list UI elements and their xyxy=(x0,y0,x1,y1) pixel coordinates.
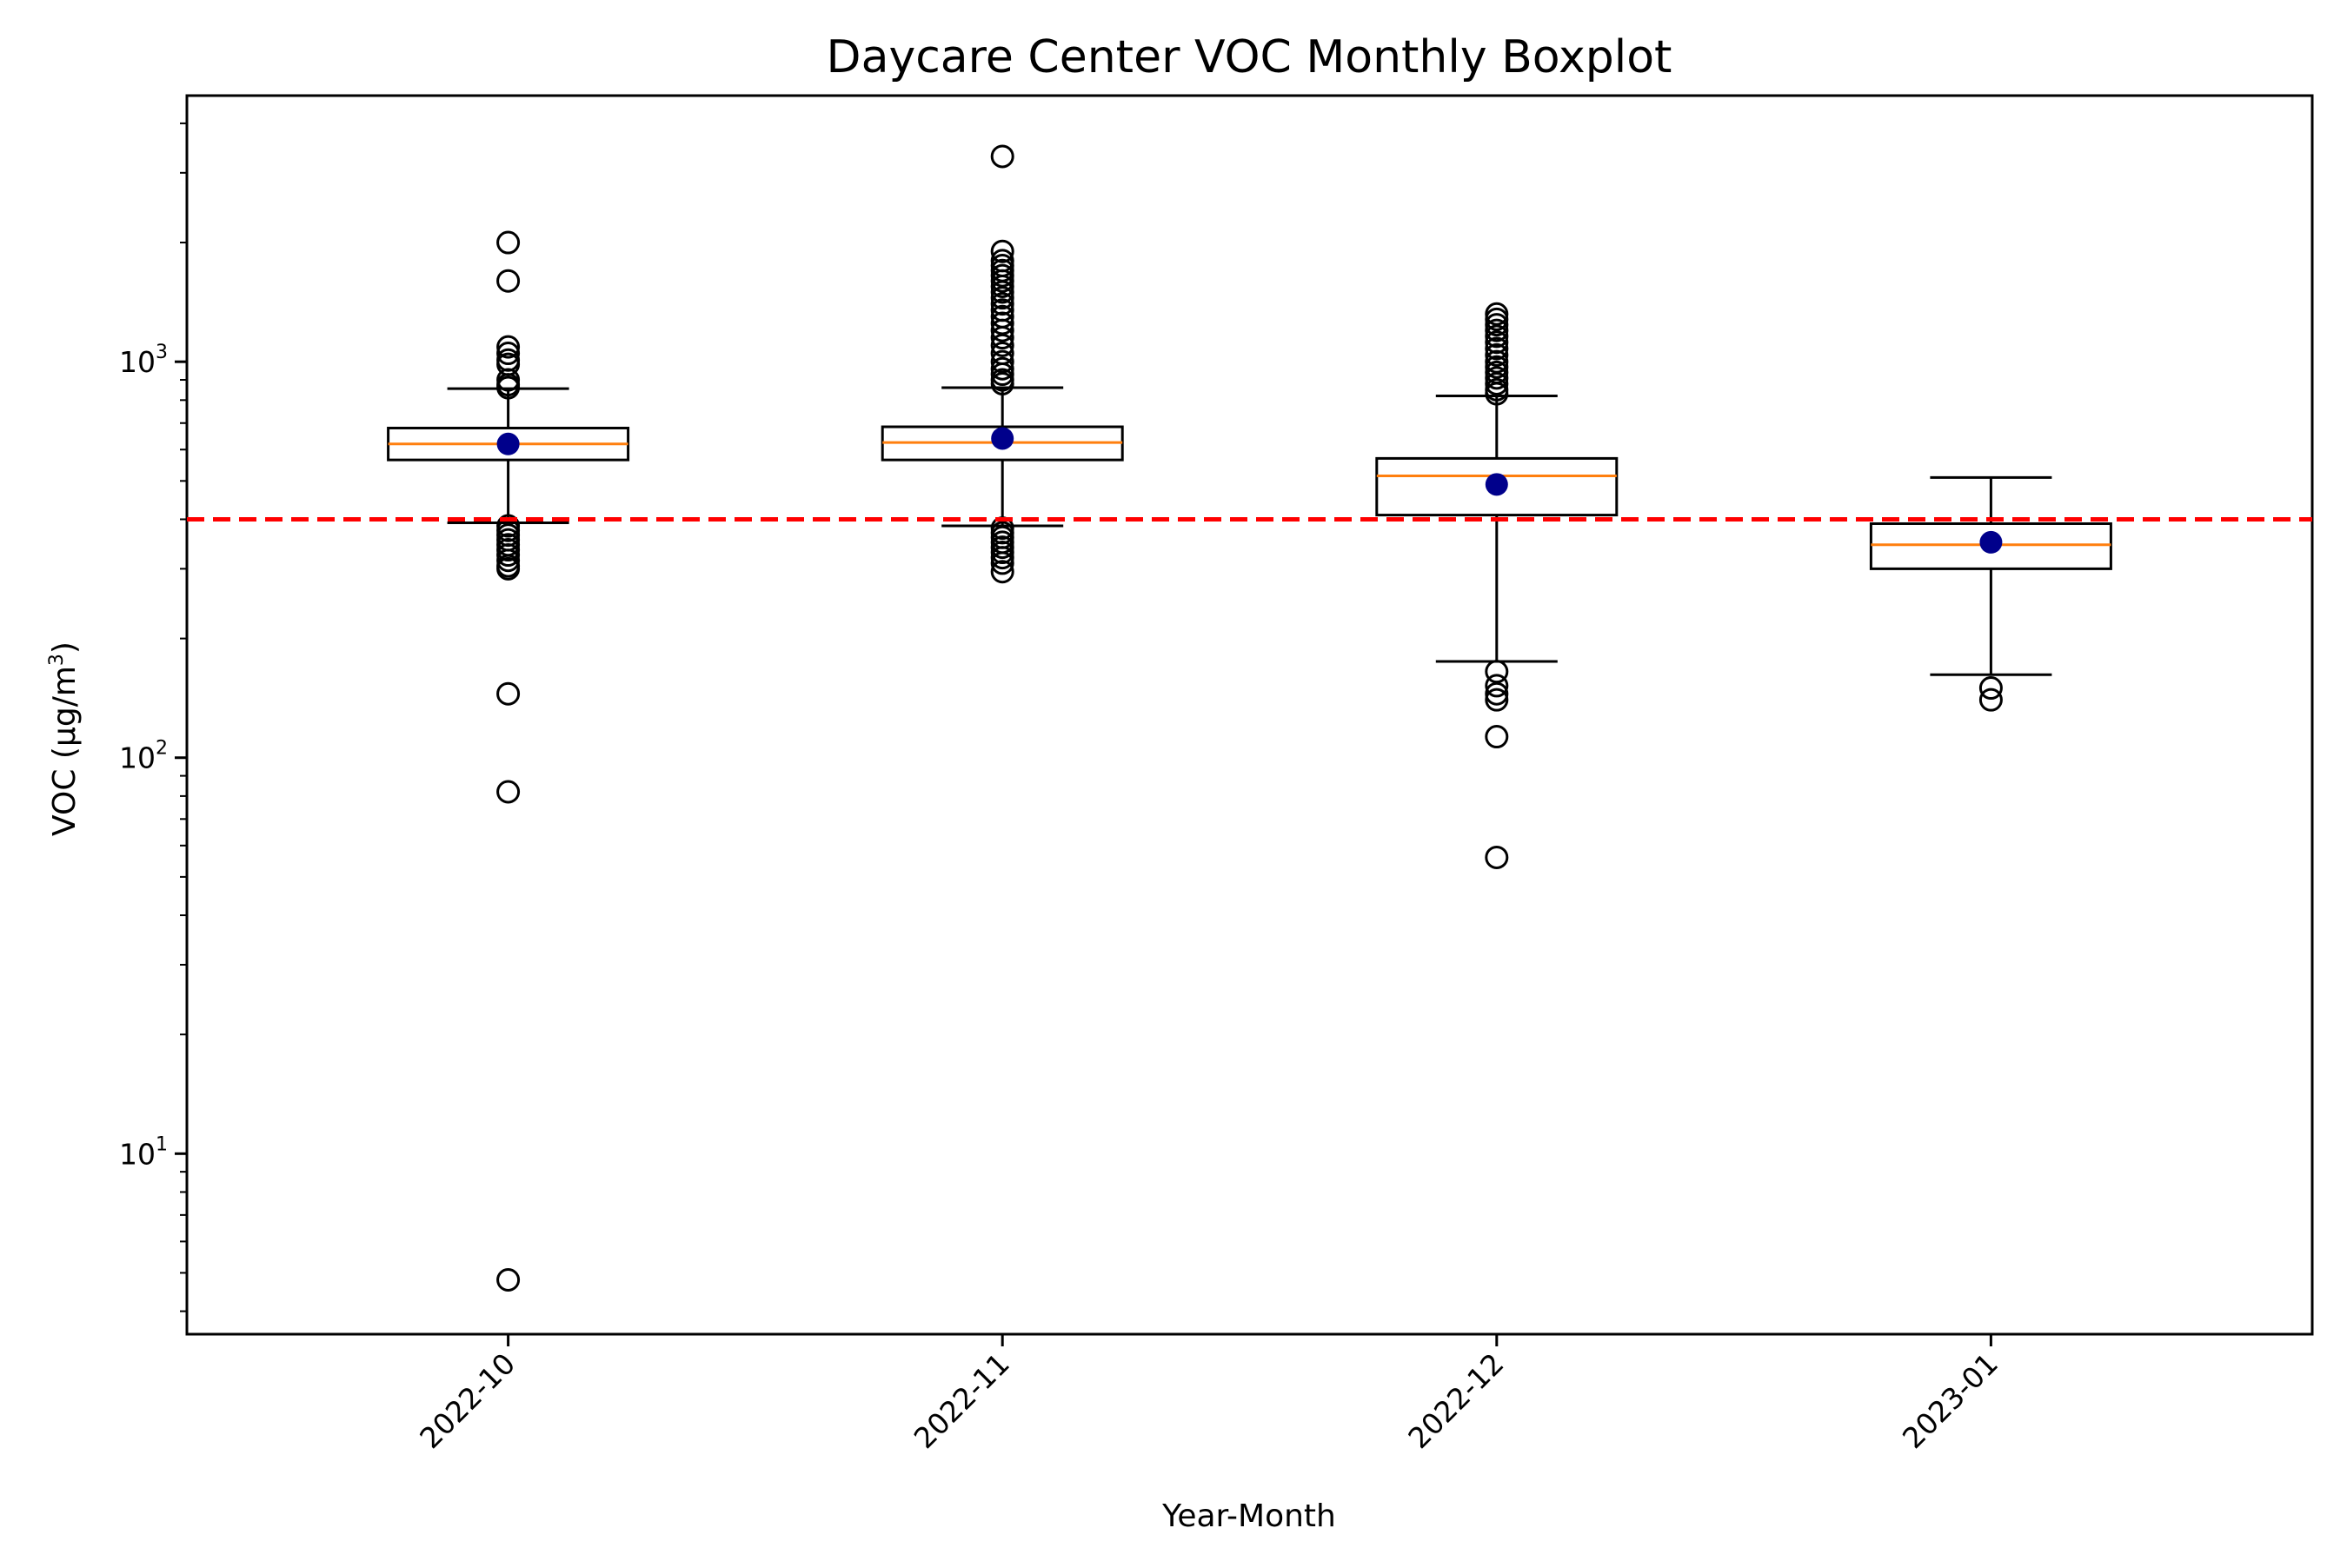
y-tick-label-1: 102 xyxy=(119,738,168,775)
y-tick-base-2: 10 xyxy=(119,345,156,379)
plot-frame xyxy=(185,94,2314,1336)
flier-2022-12-17 xyxy=(1485,681,1509,706)
flier-2022-11-6 xyxy=(990,269,1014,293)
y-tick-exponent-2: 3 xyxy=(156,342,168,363)
flier-2022-11-30 xyxy=(990,551,1014,575)
flier-2022-10-2 xyxy=(496,335,521,359)
flier-2022-12-7 xyxy=(1485,342,1509,367)
box-group-2022-12 xyxy=(1375,302,1619,869)
flier-2022-11-1 xyxy=(990,239,1014,263)
y-tick-base-1: 10 xyxy=(119,741,156,775)
flier-2022-11-20 xyxy=(990,362,1014,387)
mean-marker-2023-01 xyxy=(1979,530,2003,554)
flier-2022-11-7 xyxy=(990,274,1014,298)
flier-2022-12-18 xyxy=(1485,688,1509,712)
mean-marker-2022-11 xyxy=(991,427,1014,450)
flier-2022-10-18 xyxy=(496,556,521,581)
y-tick-label-0: 101 xyxy=(119,1133,168,1171)
flier-2023-01-1 xyxy=(1978,688,2003,712)
flier-2022-12-5 xyxy=(1485,330,1509,355)
box-group-2022-11 xyxy=(881,144,1124,584)
y-tick-exponent-0: 1 xyxy=(156,1133,168,1155)
flier-2022-10-8 xyxy=(496,375,521,400)
flier-2022-11-0 xyxy=(990,144,1014,169)
flier-2022-12-12 xyxy=(1485,371,1509,395)
y-axis-label-end: ) xyxy=(47,641,83,654)
mean-marker-2022-10 xyxy=(496,432,520,455)
box-group-2023-01 xyxy=(1869,475,2112,712)
flier-2022-11-9 xyxy=(990,286,1014,310)
box-2023-01 xyxy=(1869,522,2112,570)
flier-2022-12-4 xyxy=(1485,324,1509,349)
flier-2022-10-19 xyxy=(496,681,521,706)
flier-2022-11-31 xyxy=(990,560,1014,584)
flier-2022-10-1 xyxy=(496,269,521,293)
flier-2022-10-20 xyxy=(496,780,521,804)
flier-2022-12-14 xyxy=(1485,382,1509,406)
y-axis-label: VOC (μg/m3) xyxy=(46,641,83,836)
flier-2022-12-19 xyxy=(1485,725,1509,749)
flier-2022-11-10 xyxy=(990,292,1014,316)
flier-2022-12-9 xyxy=(1485,355,1509,379)
flier-2022-12-6 xyxy=(1485,336,1509,361)
flier-2022-12-2 xyxy=(1485,313,1509,337)
flier-2022-12-20 xyxy=(1485,845,1509,869)
flier-2022-11-14 xyxy=(990,318,1014,342)
y-tick-exponent-1: 2 xyxy=(156,738,168,760)
chart-title: Daycare Center VOC Monthly Boxplot xyxy=(827,31,1672,83)
mean-marker-2022-12 xyxy=(1485,473,1508,496)
flier-2022-10-16 xyxy=(496,548,521,573)
flier-2022-11-15 xyxy=(990,326,1014,350)
box-group-2022-10 xyxy=(387,230,630,1292)
y-axis-label-main: VOC (μg/m xyxy=(47,666,83,836)
flier-2022-10-0 xyxy=(496,230,521,255)
box-2022-12 xyxy=(1375,456,1619,517)
flier-2022-11-8 xyxy=(990,280,1014,304)
y-tick-label-2: 103 xyxy=(119,342,168,379)
flier-2022-11-29 xyxy=(990,546,1014,570)
y-tick-base-0: 10 xyxy=(119,1137,156,1171)
boxes-layer xyxy=(387,144,2112,1292)
flier-2022-12-16 xyxy=(1485,674,1509,698)
flier-2023-01-0 xyxy=(1978,676,2003,701)
x-axis-label: Year-Month xyxy=(1161,1498,1336,1534)
flier-2022-12-1 xyxy=(1485,307,1509,331)
flier-2022-11-16 xyxy=(990,333,1014,357)
flier-2022-11-22 xyxy=(990,371,1014,395)
flier-2022-11-19 xyxy=(990,356,1014,381)
flier-2022-12-3 xyxy=(1485,318,1509,342)
flier-2022-12-15 xyxy=(1485,660,1509,684)
flier-2022-10-21 xyxy=(496,1268,521,1292)
flier-2022-10-3 xyxy=(496,342,521,366)
flier-2022-12-11 xyxy=(1485,366,1509,390)
y-axis-label-superscript: 3 xyxy=(46,654,68,666)
